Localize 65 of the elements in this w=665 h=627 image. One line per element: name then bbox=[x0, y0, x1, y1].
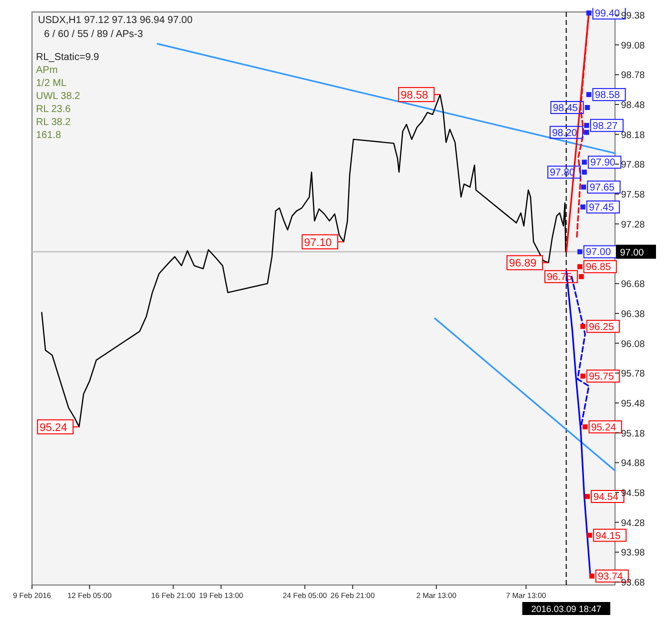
annotation: RL 38.2 bbox=[36, 117, 72, 128]
annotation: RL 23.6 bbox=[36, 104, 72, 115]
point bbox=[589, 574, 594, 579]
point bbox=[582, 424, 588, 430]
data-label: 97.90 bbox=[590, 158, 616, 169]
point bbox=[586, 92, 592, 98]
text: 6 / 60 / 55 / 89 / APs-3 bbox=[44, 29, 144, 40]
ref-line-label: 97.00 bbox=[620, 248, 644, 259]
point bbox=[582, 170, 587, 175]
data-label: 94.54 bbox=[593, 492, 619, 503]
data-label: 98.45 bbox=[552, 103, 578, 114]
ref-line-label: 2016.03.09 18:47 bbox=[531, 604, 602, 614]
point bbox=[582, 160, 587, 165]
y-tick-label: 96.68 bbox=[621, 279, 645, 290]
y-tick-label: 94.88 bbox=[621, 458, 645, 470]
data-label: 94.15 bbox=[596, 530, 622, 542]
point bbox=[584, 122, 590, 128]
point bbox=[584, 494, 590, 499]
point bbox=[586, 10, 592, 16]
point bbox=[584, 130, 590, 135]
data-label: 98.58 bbox=[594, 90, 620, 102]
y-tick-label: 95.78 bbox=[621, 368, 645, 380]
data-label: 97.00 bbox=[586, 247, 612, 258]
data-label: 97.45 bbox=[588, 202, 614, 214]
point bbox=[578, 274, 584, 280]
point bbox=[577, 264, 582, 270]
annotation: RL_Static=9.9 bbox=[36, 52, 100, 63]
annotation: APm bbox=[36, 65, 58, 76]
y-tick-label: 96.08 bbox=[621, 338, 645, 350]
y-tick-label: 97.88 bbox=[621, 160, 645, 171]
data-label: 97.65 bbox=[590, 182, 616, 194]
y-tick-label: 98.78 bbox=[621, 70, 645, 82]
data-label: 98.27 bbox=[592, 120, 618, 132]
y-tick-label: 93.98 bbox=[621, 548, 645, 559]
annotation: 161.8 bbox=[36, 130, 62, 141]
point bbox=[577, 249, 582, 254]
point bbox=[580, 374, 586, 379]
y-tick-label: 98.48 bbox=[621, 100, 645, 112]
point bbox=[584, 105, 590, 110]
data-label: 96.25 bbox=[588, 322, 614, 333]
data-label: 99.40 bbox=[594, 8, 620, 20]
annotation: 96.89 bbox=[508, 258, 537, 270]
y-tick-label: 94.28 bbox=[621, 518, 645, 529]
annotation: 97.10 bbox=[304, 236, 332, 249]
y-tick-label: 93.68 bbox=[621, 578, 645, 589]
annotation: 95.24 bbox=[40, 422, 68, 434]
annotation: UWL 38.2 bbox=[36, 91, 81, 102]
y-tick-label: 97.58 bbox=[621, 190, 645, 201]
point bbox=[587, 532, 592, 538]
point bbox=[581, 184, 586, 190]
chart-title: USDX,H1 97.12 97.13 96.94 97.00 bbox=[38, 15, 193, 26]
annotation: 1/2 ML bbox=[36, 78, 68, 89]
y-tick-label: 96.38 bbox=[621, 308, 645, 320]
y-tick-label: 98.18 bbox=[621, 130, 645, 141]
y-tick-label: 99.08 bbox=[621, 40, 645, 52]
data-label: 95.75 bbox=[588, 372, 614, 383]
data-label: 98.20 bbox=[552, 128, 578, 139]
y-tick-label: 95.48 bbox=[621, 398, 645, 410]
point bbox=[580, 204, 586, 210]
data-label: 95.24 bbox=[591, 422, 617, 434]
y-tick-label: 95.18 bbox=[621, 428, 645, 440]
annotation: 98.58 bbox=[400, 90, 428, 102]
y-tick-label: 97.28 bbox=[621, 219, 645, 230]
point bbox=[580, 324, 586, 329]
data-label: 96.85 bbox=[586, 262, 612, 274]
